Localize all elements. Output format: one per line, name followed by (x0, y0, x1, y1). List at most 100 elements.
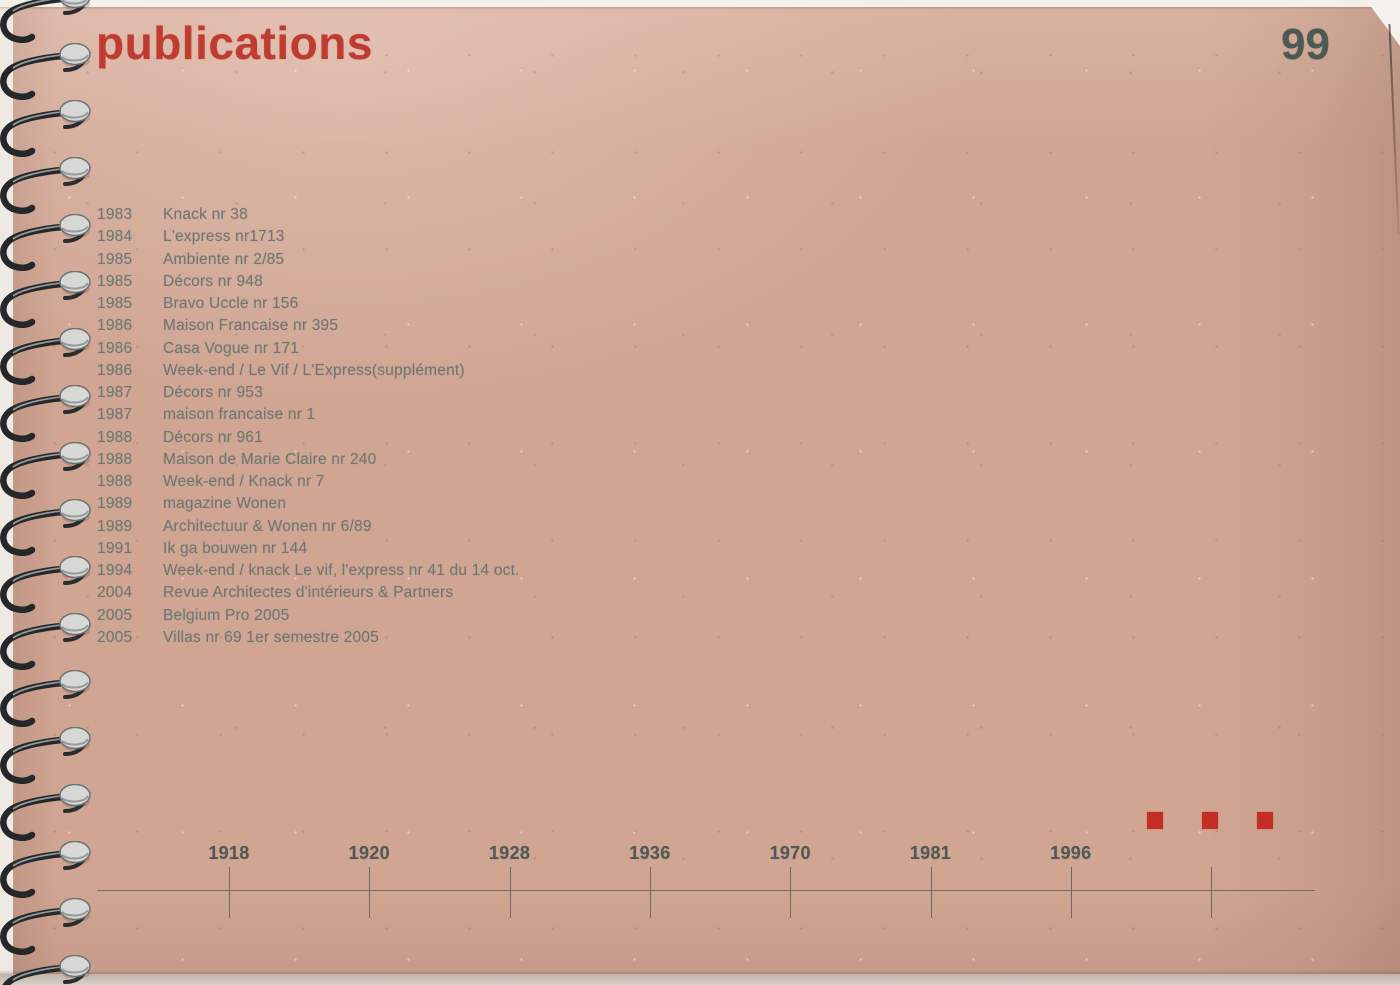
timeline-year-label: 1936 (629, 843, 671, 863)
publication-year: 2004 (97, 584, 133, 602)
binding-wire-loop (0, 498, 96, 557)
binding-wire-loop (0, 327, 96, 386)
publication-year: 2005 (97, 606, 133, 624)
publication-title: L'express nr1713 (163, 228, 285, 246)
timeline-tick (229, 867, 230, 918)
publication-title: Week-end / knack Le vif, l'express nr 41… (163, 562, 520, 579)
publication-year: 1988 (97, 450, 133, 468)
publication-title: Ambiente nr 2/85 (163, 250, 285, 268)
binding-wire-loop (0, 213, 96, 272)
page-number: 99 (1281, 20, 1330, 69)
publication-row: 1991 Ik ga bouwen nr 144 (97, 538, 520, 560)
publication-title: Week-end / Knack nr 7 (163, 473, 325, 490)
publication-row: 1984 L'express nr1713 (97, 226, 520, 248)
publication-row: 2004 Revue Architectes d'intérieurs & Par… (97, 582, 520, 604)
timeline-tick (1211, 867, 1213, 918)
timeline-marker-square (1147, 812, 1163, 829)
spiral-binding (0, 0, 104, 985)
publication-row: 1983 Knack nr 38 (97, 204, 520, 226)
publication-year: 1991 (97, 539, 133, 557)
publication-year: 1988 (97, 428, 133, 446)
publication-title: Bravo Uccle nr 156 (163, 295, 299, 312)
binding-wire-loop (0, 897, 96, 956)
binding-wire-loop (0, 156, 96, 215)
timeline-year-label: 1981 (909, 843, 952, 863)
binding-wire-loop (0, 441, 96, 500)
binding-wire-loop (0, 954, 96, 985)
publication-title: Casa Vogue nr 171 (163, 339, 300, 357)
publication-title: Décors nr 961 (163, 428, 263, 446)
page-title: publications (96, 17, 373, 69)
timeline-marker-square (1257, 812, 1273, 829)
binding-wire-loop (0, 669, 96, 728)
publication-year: 2005 (97, 628, 133, 646)
scanner-background-top (0, 0, 1400, 10)
publication-year: 1986 (97, 317, 133, 335)
timeline-tick (1070, 867, 1072, 918)
timeline-tick (649, 867, 651, 918)
binding-wire-loop (0, 840, 96, 899)
publication-title: Belgium Pro 2005 (163, 606, 290, 624)
publication-title: Knack nr 38 (163, 206, 248, 223)
publication-row: 2005 Belgium Pro 2005 (97, 605, 520, 627)
binding-wire-loop (0, 555, 96, 614)
publication-year: 1988 (97, 473, 133, 490)
publication-row: 1986 Week-end / Le Vif / L'Express(supplé… (97, 360, 520, 382)
binding-wire-loop (0, 384, 96, 443)
binding-wire-loop (0, 0, 96, 44)
publication-year: 1986 (97, 361, 133, 379)
timeline-tick (790, 867, 792, 918)
publication-title: Décors nr 953 (163, 384, 263, 401)
publication-title: Maison de Marie Claire nr 240 (163, 450, 377, 468)
publication-title: Villas nr 69 1er semestre 2005 (163, 628, 379, 646)
binding-wire-loop (0, 42, 96, 101)
timeline-line (97, 890, 1315, 891)
publication-title: Ik ga bouwen nr 144 (163, 539, 308, 557)
timeline-tick (509, 867, 511, 918)
publication-year: 1989 (97, 495, 133, 513)
publication-year: 1984 (97, 228, 133, 246)
timeline: 1918 1920 1928 1936 1970 1981 1996 (97, 840, 1327, 925)
publication-row: 1988 Maison de Marie Claire nr 240 (97, 449, 520, 471)
publication-row: 1988 Week-end / Knack nr 7 (97, 471, 520, 493)
publication-title: Architectuur & Wonen nr 6/89 (163, 517, 372, 535)
publication-row: 1985 Ambiente nr 2/85 (97, 249, 520, 271)
publication-list: 1983 Knack nr 38 1984 L'express nr1713 1985 A… (97, 204, 520, 649)
timeline-tick (930, 867, 932, 918)
publication-row: 1989 magazine Wonen (97, 493, 520, 515)
publication-year: 1987 (97, 384, 133, 401)
publication-title: maison francaise nr 1 (163, 406, 316, 424)
scanner-background-bottom (0, 970, 1400, 985)
timeline-year-label: 1996 (1050, 843, 1092, 863)
publication-row: 1987 Décors nr 953 (97, 382, 520, 404)
binding-wire-loop (0, 270, 96, 329)
publication-row: 1989 Architectuur & Wonen nr 6/89 (97, 516, 520, 538)
binding-wire-loop (0, 612, 96, 671)
publication-row: 1986 Casa Vogue nr 171 (97, 338, 520, 360)
publication-row: 2005 Villas nr 69 1er semestre 2005 (97, 627, 520, 649)
timeline-year-label: 1928 (488, 843, 531, 863)
timeline-tick (369, 867, 371, 918)
publication-title: Revue Architectes d'intérieurs & Partner… (163, 584, 454, 602)
publication-year: 1985 (97, 295, 133, 312)
publication-title: magazine Wonen (163, 495, 287, 513)
publication-row: 1986 Maison Francaise nr 395 (97, 315, 520, 337)
timeline-marker-square (1202, 812, 1218, 829)
publication-row: 1985 Décors nr 948 (97, 271, 520, 293)
publication-row: 1987 maison francaise nr 1 (97, 404, 520, 426)
binding-wire-loop (0, 783, 96, 842)
publication-row: 1988 Décors nr 961 (97, 427, 520, 449)
publication-year: 1985 (97, 250, 133, 268)
publication-row: 1985 Bravo Uccle nr 156 (97, 293, 520, 315)
publication-title: Week-end / Le Vif / L'Express(supplément… (163, 361, 465, 379)
timeline-markers (1147, 812, 1273, 829)
timeline-year-label: 1918 (208, 843, 250, 863)
timeline-year-label: 1920 (348, 843, 390, 863)
publication-year: 1983 (97, 206, 133, 223)
publication-year: 1987 (97, 406, 133, 424)
paper-page (13, 7, 1400, 974)
publication-row: 1994 Week-end / knack Le vif, l'express n… (97, 560, 520, 582)
timeline-year-label: 1970 (769, 843, 811, 863)
binding-wire-loop (0, 726, 96, 785)
